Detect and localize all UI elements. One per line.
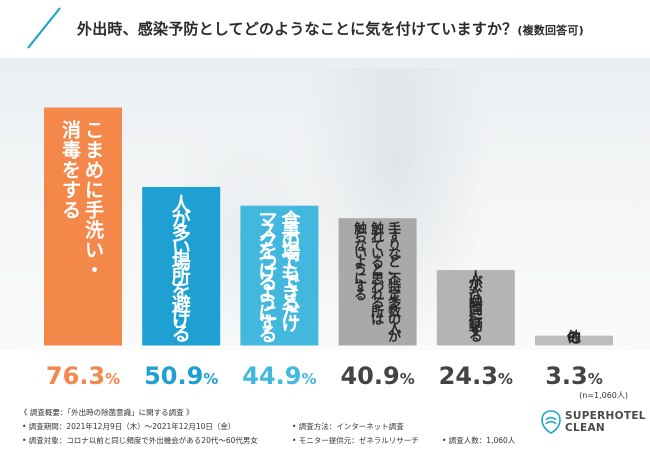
chart-title: 外出時、感染予防としてどのようなことに気を付けていますか？(複数回答可) (77, 18, 584, 39)
category-label-3-2: 触らないようにする (353, 221, 367, 303)
value-label-3: 40.9% (340, 362, 414, 390)
category-label-2-0: 食事の場でもできるだけ (281, 208, 301, 335)
category-label-0-1: 消毒をする (62, 119, 81, 222)
category-label-1-0: 人が多い場所を避ける (172, 194, 192, 345)
bar-5 (535, 335, 613, 346)
value-label-5: 3.3% (545, 362, 603, 390)
value-label-2: 44.9% (242, 362, 316, 390)
brand-logo: SUPERHOTEL CLEAN (565, 410, 646, 434)
brand-line2: CLEAN (565, 422, 605, 434)
sample-size-note: (n=1,060人) (579, 391, 628, 400)
bar-4 (436, 270, 515, 346)
bar-0 (44, 107, 122, 346)
category-label-3-0: 手すりなど、不特定多数の人が (387, 221, 402, 345)
value-label-4: 24.3% (439, 362, 513, 390)
bar-3 (338, 218, 417, 346)
survey-target: • 調査対象：コロナ以前と同じ頻度で外出機会がある20代～60代男女 (22, 436, 258, 445)
bar-2 (240, 205, 319, 346)
superhotel-clean-logo-icon (541, 410, 561, 434)
category-label-3-1: 触れていると思われる所は (370, 221, 384, 328)
chart-title-sub: (複数回答可) (517, 24, 584, 37)
brand-line1: SUPERHOTEL (565, 410, 646, 422)
category-label-0-0: こまめに手洗い・ (85, 120, 104, 282)
category-label-4-0: 人が少ない時間に行動する (468, 270, 484, 346)
chart-title-main: 外出時、感染予防としてどのようなことに気を付けていますか？ (77, 20, 518, 38)
category-label-5-0: その他 (566, 329, 581, 347)
survey-heading: 《 調査概要：「外出時の除菌意識」に関する調査 》 (20, 408, 194, 417)
survey-count: • 調査人数：1,060人 (442, 436, 516, 445)
survey-provider: • モニター提供元：ゼネラルリサーチ (292, 436, 419, 445)
survey-period: • 調査期間：2021年12月9日（木）～2021年12月10日（金） (22, 422, 236, 431)
slash-decoration-icon (27, 7, 61, 49)
category-label-2-1: マスクをつけるようにする (258, 209, 277, 345)
bar-1 (142, 186, 221, 346)
survey-method: • 調査方法：インターネット調査 (292, 422, 404, 431)
value-label-1: 50.9% (144, 362, 218, 390)
header: 外出時、感染予防としてどのようなことに気を付けていますか？(複数回答可) (0, 0, 650, 58)
value-label-0: 76.3% (46, 362, 120, 390)
footer-area (0, 350, 650, 450)
